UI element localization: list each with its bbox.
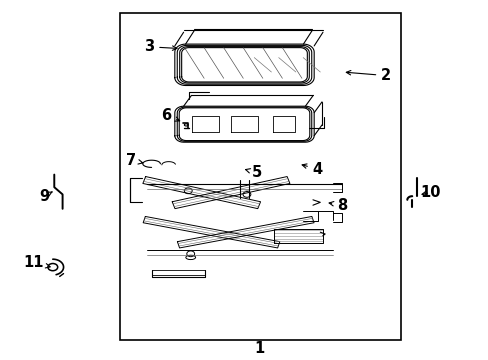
- Text: 9: 9: [39, 189, 52, 204]
- Text: 7: 7: [126, 153, 142, 168]
- Text: 11: 11: [23, 255, 50, 270]
- Text: 1: 1: [254, 341, 264, 356]
- Text: 10: 10: [419, 185, 440, 200]
- Bar: [120, 13, 400, 340]
- Text: 3: 3: [144, 39, 177, 54]
- Text: 6: 6: [161, 108, 179, 123]
- Text: 8: 8: [328, 198, 346, 213]
- Text: 4: 4: [302, 162, 322, 177]
- Text: 2: 2: [346, 68, 390, 83]
- Text: 5: 5: [245, 165, 261, 180]
